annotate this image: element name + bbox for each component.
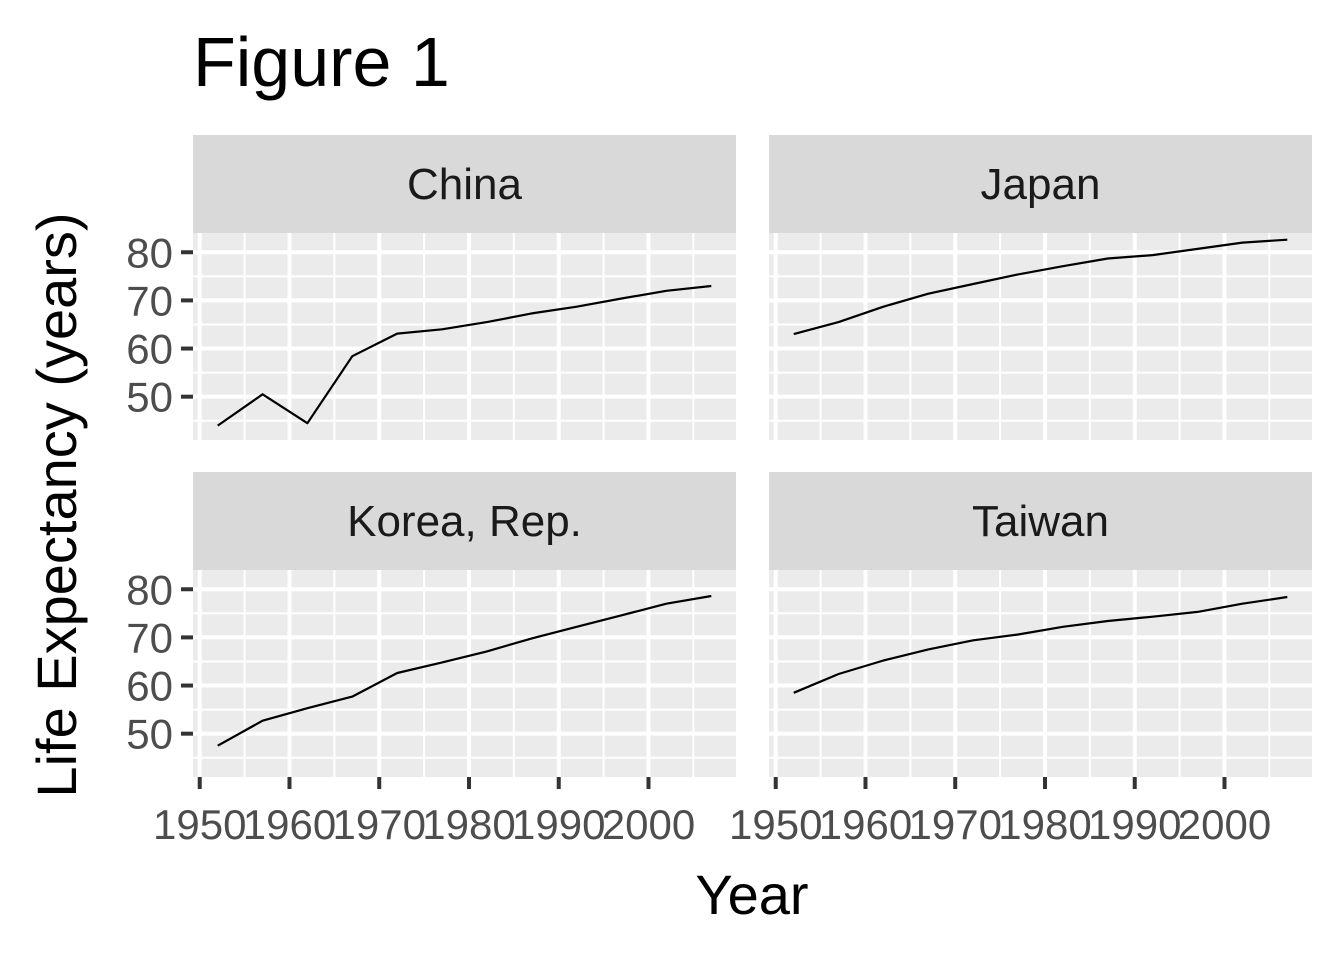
- facet-label: Korea, Rep.: [347, 497, 582, 546]
- panel-background: [193, 233, 736, 440]
- x-tick-label: 1970: [333, 801, 426, 848]
- y-tick-label: 60: [126, 663, 173, 710]
- chart-title: Figure 1: [193, 23, 450, 101]
- facet-strip: [769, 135, 1312, 233]
- y-tick-label: 70: [126, 614, 173, 661]
- y-tick-label: 50: [126, 711, 173, 758]
- x-tick-label: 2000: [602, 801, 695, 848]
- facet-label: Taiwan: [972, 497, 1109, 546]
- x-tick-label: 1970: [909, 801, 1002, 848]
- x-tick-label: 1980: [422, 801, 515, 848]
- facet-label: Japan: [981, 160, 1101, 209]
- x-tick-label: 1950: [729, 801, 822, 848]
- panel-background: [769, 233, 1312, 440]
- facet-japan: Japan: [769, 135, 1312, 440]
- x-tick-label: 1980: [998, 801, 1091, 848]
- facet-strip: [193, 472, 736, 570]
- y-tick-label: 50: [126, 374, 173, 421]
- y-tick-label: 80: [126, 229, 173, 276]
- y-tick-label: 60: [126, 326, 173, 373]
- facet-strip: [769, 472, 1312, 570]
- y-axis-title: Life Expectancy (years): [25, 212, 88, 797]
- facet-strip: [193, 135, 736, 233]
- x-tick-label: 2000: [1178, 801, 1271, 848]
- y-tick-label: 70: [126, 277, 173, 324]
- panel-background: [193, 570, 736, 777]
- x-tick-label: 1950: [153, 801, 246, 848]
- x-tick-label: 1990: [512, 801, 605, 848]
- facet-label: China: [407, 160, 522, 209]
- y-tick-label: 80: [126, 566, 173, 613]
- x-axis-title: Year: [695, 863, 808, 926]
- series-line-taiwan: [793, 595, 1288, 694]
- x-tick-label: 1990: [1088, 801, 1181, 848]
- series-line-china: [217, 284, 712, 427]
- x-tick-label: 1960: [243, 801, 336, 848]
- series-line-korea-rep: [217, 594, 712, 747]
- panel-background: [769, 570, 1312, 777]
- x-tick-label: 1960: [819, 801, 912, 848]
- series-line-japan: [793, 238, 1288, 336]
